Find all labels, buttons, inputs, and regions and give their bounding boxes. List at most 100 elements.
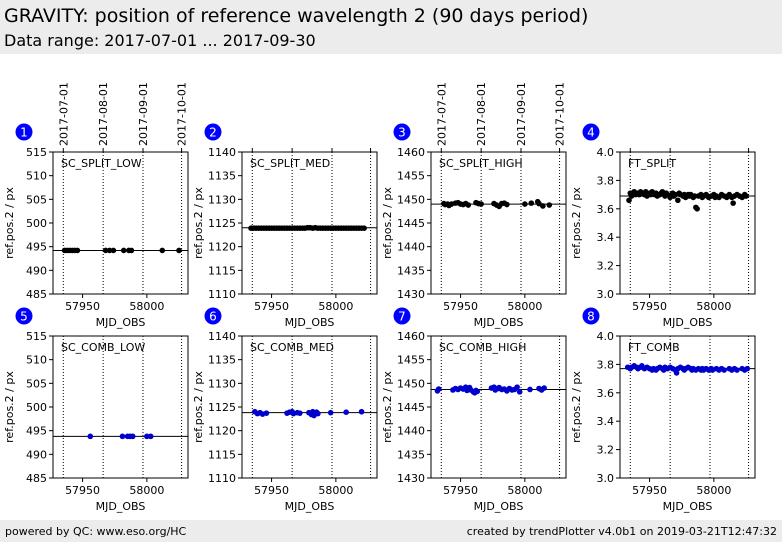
plot-number-label: 1 — [20, 126, 28, 140]
y-axis-label: ref.pos.2 / px — [570, 371, 583, 443]
y-tick-label: 1455 — [397, 354, 425, 367]
plot-series-label: SC_SPLIT_MED — [250, 157, 330, 170]
y-tick-label: 1110 — [208, 288, 236, 301]
date-tick-label: 2017-10-01 — [176, 82, 189, 146]
y-axis-label: ref.pos.2 / px — [381, 187, 394, 259]
data-point — [528, 200, 535, 206]
plot-frame — [52, 151, 189, 295]
x-axis-label: MJD_OBS — [474, 316, 524, 329]
footer-created-by: created by trendPlotter v4.0b1 on 2019-0… — [466, 525, 777, 538]
y-tick-label: 1435 — [397, 448, 425, 461]
data-point — [541, 385, 547, 391]
data-point — [159, 247, 166, 254]
data-point — [435, 386, 442, 392]
plot-frame — [430, 335, 567, 479]
date-tick-label: 2017-07-01 — [57, 82, 70, 146]
page-title: GRAVITY: position of reference wavelengt… — [4, 5, 589, 27]
data-point — [74, 247, 81, 254]
x-tick-label: 57950 — [65, 484, 100, 497]
data-point — [522, 201, 528, 207]
y-tick-label: 505 — [26, 377, 47, 390]
y-tick-label: 500 — [26, 401, 47, 414]
data-point — [110, 247, 117, 254]
data-point — [675, 197, 681, 204]
y-tick-label: 485 — [26, 472, 47, 485]
date-tick-label: 2017-09-01 — [137, 82, 150, 146]
y-tick-label: 495 — [26, 241, 47, 254]
plot-frame — [619, 335, 756, 479]
y-tick-label: 1140 — [208, 146, 236, 159]
plot-number-badge — [15, 123, 33, 141]
plot-series-label: FT_COMB — [628, 341, 680, 354]
y-tick-label: 1120 — [208, 425, 236, 438]
x-axis-label: MJD_OBS — [663, 316, 713, 329]
data-point — [147, 433, 154, 440]
x-tick-label: 57950 — [254, 484, 289, 497]
y-tick-label: 1460 — [397, 330, 425, 343]
plot-number-badge — [393, 307, 411, 325]
y-tick-label: 1130 — [208, 193, 236, 206]
x-axis-label: MJD_OBS — [474, 500, 524, 513]
data-point — [527, 386, 533, 393]
data-point — [514, 384, 520, 390]
y-tick-label: 1110 — [208, 472, 236, 485]
data-point — [744, 365, 751, 372]
y-axis-label: ref.pos.2 / px — [3, 371, 16, 443]
y-tick-label: 3.6 — [597, 387, 615, 400]
y-tick-label: 3.2 — [597, 260, 615, 273]
y-axis-label: ref.pos.2 / px — [192, 371, 205, 443]
plot-number-label: 3 — [398, 126, 406, 140]
data-point — [106, 247, 113, 254]
y-tick-label: 1455 — [397, 170, 425, 183]
plot-number-badge — [582, 307, 600, 325]
x-tick-label: 57950 — [443, 484, 478, 497]
y-tick-label: 1450 — [397, 193, 425, 206]
y-tick-label: 1430 — [397, 288, 425, 301]
data-point — [176, 247, 182, 254]
data-point — [119, 433, 126, 440]
data-point — [730, 200, 736, 206]
y-tick-label: 3.0 — [597, 472, 615, 485]
y-tick-label: 3.8 — [597, 358, 615, 371]
y-tick-label: 515 — [26, 146, 47, 159]
data-point — [465, 202, 472, 208]
y-tick-label: 1135 — [208, 170, 236, 183]
y-tick-label: 3.6 — [597, 203, 615, 216]
data-point — [297, 410, 303, 416]
plot-number-badge — [393, 123, 411, 141]
y-tick-label: 1445 — [397, 401, 425, 414]
y-tick-label: 1440 — [397, 241, 425, 254]
y-tick-label: 505 — [26, 193, 47, 206]
plot-number-badge — [582, 123, 600, 141]
y-tick-label: 1450 — [397, 377, 425, 390]
plot-series-label: SC_COMB_LOW — [61, 341, 145, 354]
plot-number-label: 2 — [209, 126, 217, 140]
plot-frame — [241, 335, 378, 479]
y-tick-label: 1430 — [397, 472, 425, 485]
plot-frame — [619, 151, 756, 295]
x-tick-label: 58000 — [507, 484, 542, 497]
y-axis-label: ref.pos.2 / px — [192, 187, 205, 259]
y-tick-label: 4.0 — [597, 330, 615, 343]
y-tick-label: 3.4 — [597, 415, 615, 428]
data-range-subtitle: Data range: 2017-07-01 ... 2017-09-30 — [4, 31, 316, 50]
y-tick-label: 1125 — [208, 401, 236, 414]
plot-number-badge — [204, 123, 222, 141]
x-tick-label: 58000 — [129, 484, 164, 497]
y-axis-label: ref.pos.2 / px — [3, 187, 16, 259]
y-tick-label: 1130 — [208, 377, 236, 390]
plot-number-label: 6 — [209, 310, 217, 324]
y-tick-label: 485 — [26, 288, 47, 301]
data-point — [315, 410, 321, 417]
y-tick-label: 1435 — [397, 264, 425, 277]
page-footer: powered by QC: www.eso.org/HC created by… — [0, 520, 782, 542]
data-point — [474, 388, 481, 395]
plot-series-label: SC_COMB_MED — [250, 341, 334, 354]
y-tick-label: 1445 — [397, 217, 425, 230]
data-point — [343, 409, 349, 416]
x-tick-label: 58000 — [696, 484, 731, 497]
y-tick-label: 510 — [26, 354, 47, 367]
data-point — [743, 193, 749, 199]
x-tick-label: 57950 — [254, 300, 289, 313]
